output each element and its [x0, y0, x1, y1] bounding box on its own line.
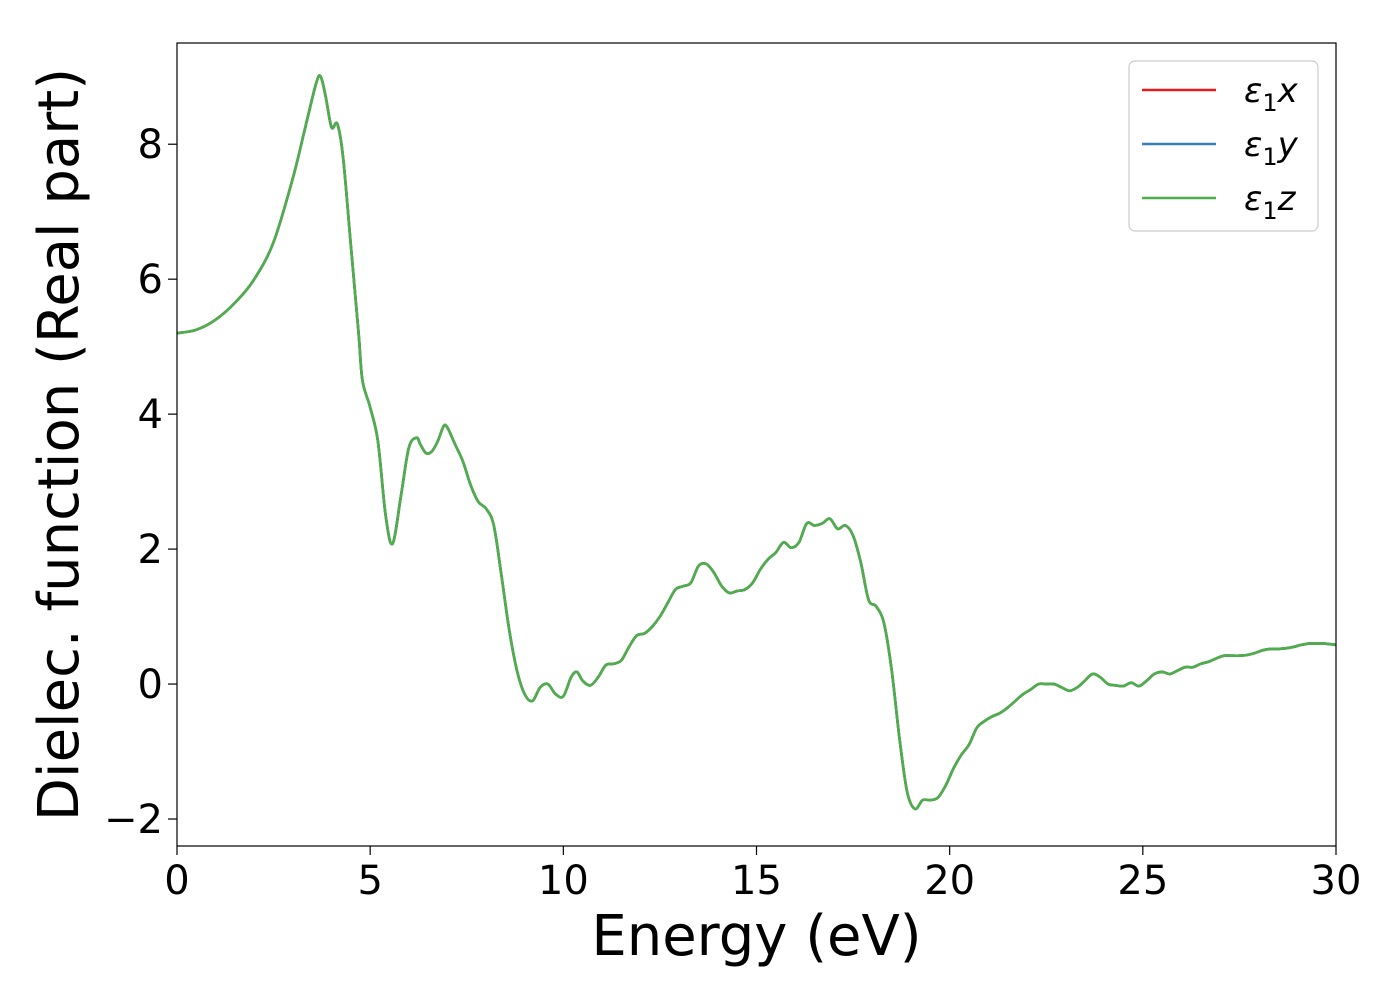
legend: ε1x ε1y ε1z: [1128, 60, 1319, 232]
x-tick-label: 20: [924, 858, 975, 904]
y-tick-label: 6: [138, 257, 163, 303]
legend-label-y: ε1y: [1244, 125, 1299, 171]
y-axis: −2 0 2 4 6 8: [104, 122, 177, 843]
x-tick-label: 15: [731, 858, 782, 904]
y-tick-label: 4: [138, 392, 163, 438]
series-layer: [177, 74, 1336, 811]
y-tick-label: 2: [138, 527, 163, 573]
legend-label-x: ε1x: [1244, 71, 1299, 117]
x-axis-label: Energy (eV): [591, 904, 921, 969]
y-tick-label: 0: [138, 662, 163, 708]
x-tick-label: 0: [164, 858, 189, 904]
x-tick-label: 5: [357, 858, 382, 904]
series-line-z: [177, 74, 1336, 811]
x-tick-label: 10: [538, 858, 589, 904]
x-tick-label: 25: [1117, 858, 1168, 904]
x-tick-label: 30: [1311, 858, 1362, 904]
y-axis-label: Dielec. function (Real part): [27, 68, 92, 821]
y-tick-label: 8: [138, 122, 163, 168]
x-axis: 0 5 10 15 20 25 30: [164, 846, 1361, 904]
legend-frame: [1128, 60, 1319, 232]
legend-label-z: ε1z: [1244, 179, 1297, 225]
y-tick-label: −2: [104, 797, 163, 843]
